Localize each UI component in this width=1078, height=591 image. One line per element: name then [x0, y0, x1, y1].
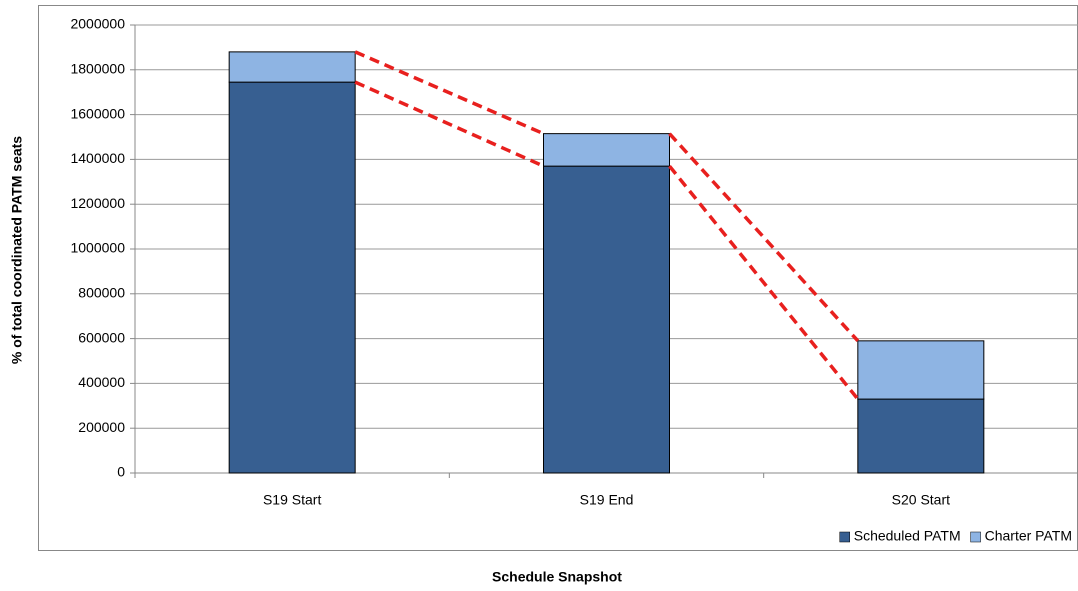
y-tick-label: 1200000	[70, 195, 125, 211]
bar-segment	[857, 398, 985, 474]
x-axis-label: Schedule Snapshot	[492, 569, 622, 585]
y-tick-label: 800000	[78, 285, 125, 301]
legend-label: Scheduled PATM	[854, 528, 961, 544]
bar-segment	[228, 81, 356, 474]
connector-line	[354, 80, 545, 168]
legend-label: Charter PATM	[985, 528, 1072, 544]
connector-line	[668, 165, 860, 401]
bar-segment	[857, 340, 985, 400]
connector-line	[354, 50, 545, 136]
y-axis-label: % of total coordinated PATM seats	[9, 136, 25, 364]
legend-swatch	[839, 531, 850, 543]
y-tick-label: 2000000	[70, 16, 125, 32]
bar-segment	[543, 133, 670, 167]
legend-swatch	[970, 531, 981, 543]
y-tick-label: 1000000	[70, 240, 125, 256]
connector-line	[668, 132, 860, 343]
y-tick-label: 1400000	[70, 150, 125, 166]
y-tick-label: 1800000	[70, 61, 125, 77]
x-tick-label: S19 Start	[263, 492, 321, 508]
y-tick-label: 200000	[78, 419, 125, 435]
y-tick-label: 600000	[78, 329, 125, 345]
bar-segment	[543, 165, 670, 474]
y-tick-label: 1600000	[70, 105, 125, 121]
y-tick-label: 0	[117, 464, 125, 480]
x-tick-label: S20 Start	[892, 492, 950, 508]
bar-segment	[228, 51, 356, 83]
x-tick-label: S19 End	[580, 492, 634, 508]
y-tick-label: 400000	[78, 374, 125, 390]
